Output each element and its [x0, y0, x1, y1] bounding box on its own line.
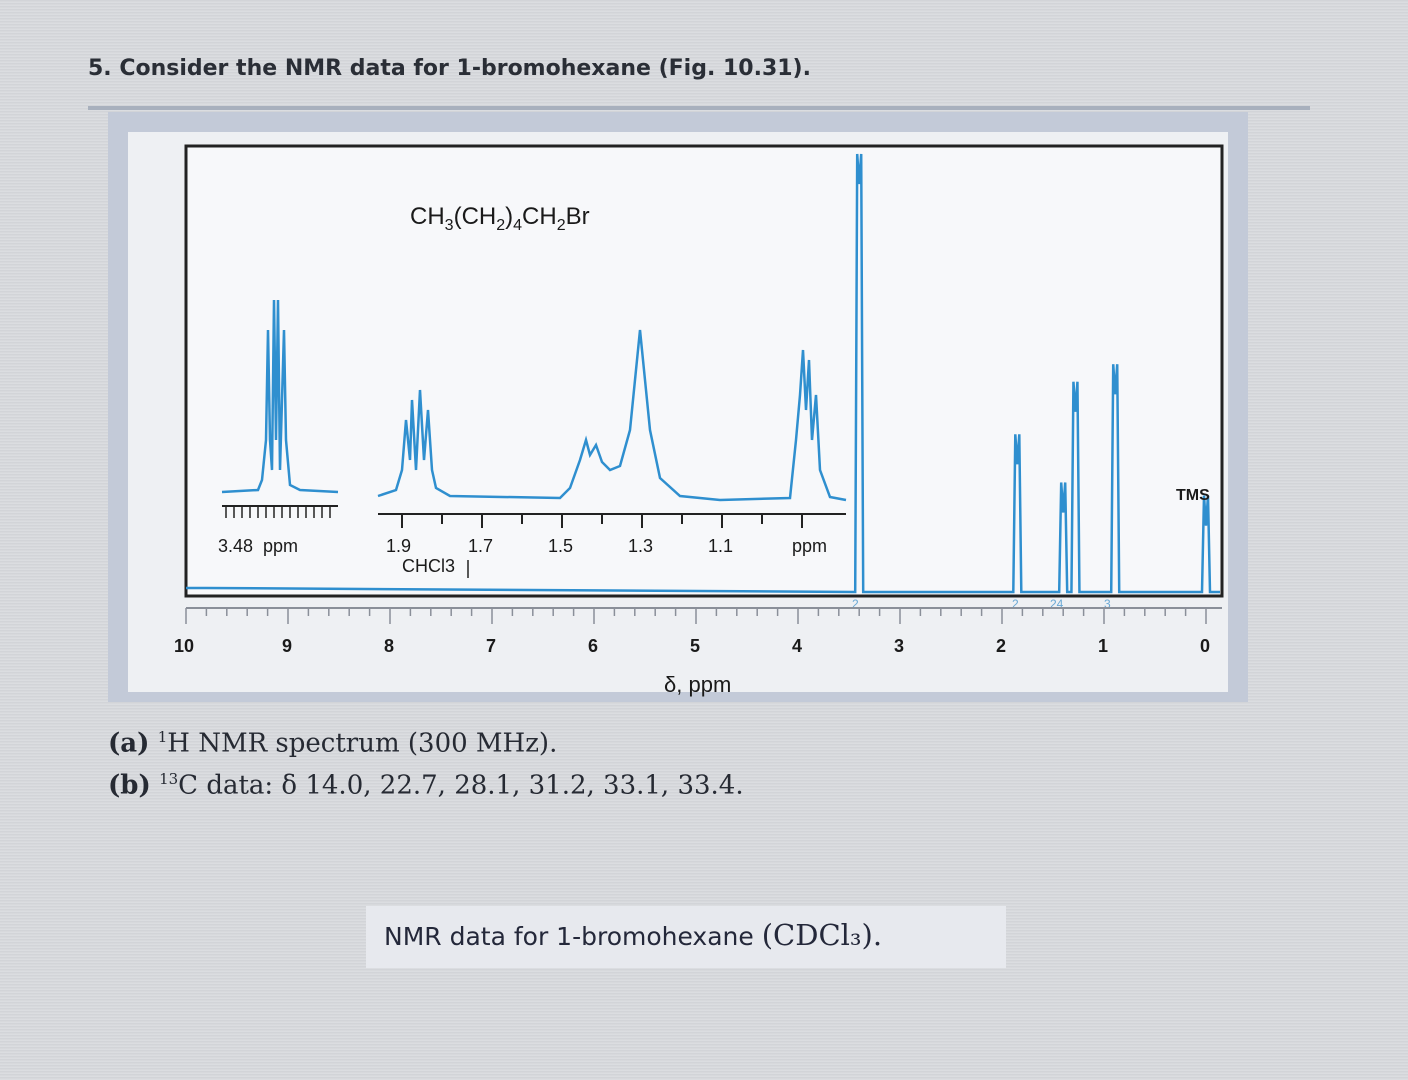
x-tick-label: 10: [174, 636, 194, 656]
integration-3: 3: [1104, 597, 1111, 611]
x-tick-label: 8: [384, 636, 394, 656]
inset-tick-1-5: 1.5: [548, 536, 573, 556]
data-caption-box: [366, 906, 1006, 968]
plot-frame: [184, 144, 1224, 598]
x-tick-label: 6: [588, 636, 598, 656]
divider-rule: [88, 106, 1310, 110]
x-tick-label: 9: [282, 636, 292, 656]
x-tick-label: 3: [894, 636, 904, 656]
integration-2a: 2: [852, 597, 859, 611]
data-caption: NMR data for 1-bromohexane (CDCl₃).: [384, 918, 883, 952]
x-tick-label: 0: [1200, 636, 1210, 656]
main-spectrum-trace: [186, 153, 1220, 594]
tms-label: TMS: [1176, 487, 1210, 504]
inset-tick-1-1: 1.1: [708, 536, 733, 556]
inset-unit-label: ppm: [792, 536, 827, 556]
x-tick-label: 4: [792, 636, 802, 656]
x-tick-label: 5: [690, 636, 700, 656]
solvent-label: CHCl3: [402, 556, 455, 576]
caption-b: (b) 13C data: δ 14.0, 22.7, 28.1, 31.2, …: [108, 770, 744, 801]
x-axis-ticks: 10 9 8 7 6 5 4 3 2 1 0: [174, 608, 1210, 656]
inset-triplet-group: 3.48 ppm: [218, 299, 339, 556]
integration-2b: 2: [1012, 597, 1019, 611]
inset-left-label: 3.48 ppm: [218, 536, 298, 556]
inset-aliphatic-group: 1.9 1.7 1.5 1.3 1.1 ppm CHCl3: [377, 329, 847, 578]
x-tick-label: 7: [486, 636, 496, 656]
x-tick-label: 2: [996, 636, 1006, 656]
inset-tick-1-7: 1.7: [468, 536, 493, 556]
caption-a: (a) 1H NMR spectrum (300 MHz).: [108, 728, 558, 759]
x-tick-label: 1: [1098, 636, 1108, 656]
inset-tick-1-9: 1.9: [386, 536, 411, 556]
inset-tick-1-3: 1.3: [628, 536, 653, 556]
x-axis-label: δ, ppm: [664, 672, 731, 697]
question-text: 5. Consider the NMR data for 1-bromohexa…: [88, 56, 811, 81]
nmr-spectrum-figure: CH3(CH2)4CH2Br 3.48 ppm 1.9 1.7 1.5: [174, 144, 1224, 697]
